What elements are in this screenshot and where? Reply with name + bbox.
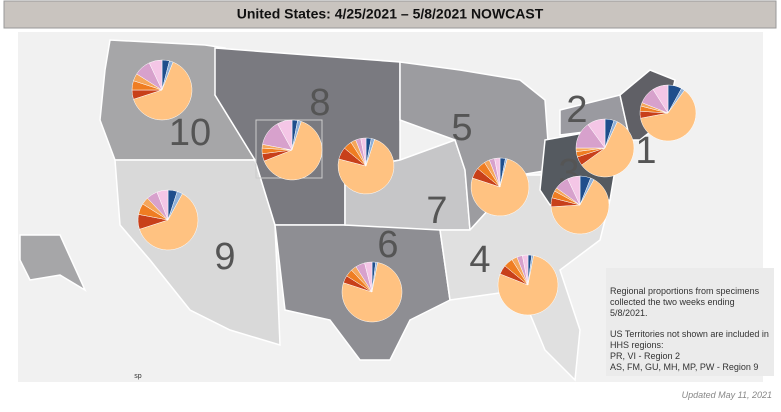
- pie-slice: [337, 139, 395, 195]
- region-number: 5: [451, 107, 472, 149]
- pie-slice: [364, 261, 373, 293]
- region-number: 2: [566, 89, 587, 131]
- pie-slice: [550, 179, 610, 235]
- pie-slice: [587, 118, 606, 149]
- note-line: AS, FM, GU, MH, MP, PW - Region 9: [610, 362, 759, 372]
- pie-slice: [341, 262, 403, 323]
- pie-slice: [470, 158, 530, 217]
- title-bar: [3, 0, 777, 29]
- pie-slice: [640, 89, 697, 142]
- pie-slice: [652, 84, 669, 114]
- region-number: 4: [469, 239, 490, 281]
- title: United States: 4/25/2021 – 5/8/2021 NOWC…: [237, 6, 544, 22]
- note-box: Regional proportions from specimens coll…: [606, 268, 774, 376]
- pie-slice: [263, 121, 323, 181]
- pie-slice: [567, 175, 581, 206]
- updated-text: Updated May 11, 2021: [682, 390, 772, 400]
- pie-slice: [522, 254, 529, 286]
- region-number: 1: [635, 130, 656, 172]
- note-line: Regional proportions from specimens coll…: [610, 286, 760, 318]
- pie-slice: [156, 189, 169, 221]
- small-label: sp: [134, 373, 142, 380]
- pie-slice: [148, 59, 163, 91]
- pie-slice: [277, 119, 293, 151]
- region-number: 10: [169, 112, 211, 154]
- region-number: 8: [309, 82, 330, 124]
- pie-slice: [133, 61, 193, 121]
- pie-slice: [497, 255, 559, 316]
- pie-slice: [139, 193, 199, 251]
- region-number: 7: [426, 190, 447, 232]
- alaska-shape: [19, 234, 87, 292]
- note-line: US Territories not shown are included in…: [610, 329, 769, 350]
- region-number: 9: [214, 236, 235, 278]
- pie-slice: [581, 121, 635, 178]
- pie-slice: [360, 137, 367, 167]
- note-line: PR, VI - Region 2: [610, 351, 681, 361]
- pie-slice: [494, 157, 501, 188]
- region-number: 6: [377, 224, 398, 266]
